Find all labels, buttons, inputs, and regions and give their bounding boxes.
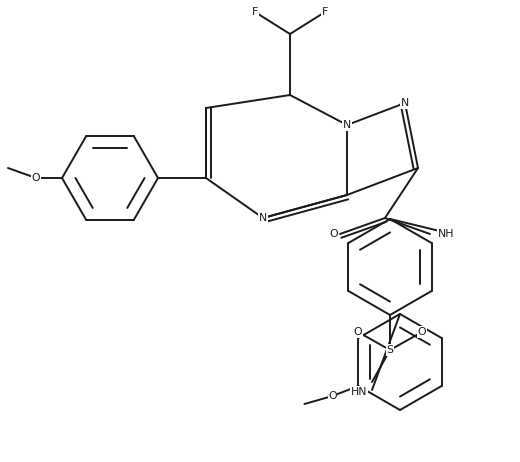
Text: F: F xyxy=(252,7,258,17)
Text: O: O xyxy=(354,327,362,337)
Text: NH: NH xyxy=(438,229,454,239)
Text: O: O xyxy=(330,229,339,239)
Text: N: N xyxy=(259,213,267,223)
Text: O: O xyxy=(32,173,41,183)
Text: HN: HN xyxy=(350,387,367,397)
Text: S: S xyxy=(386,345,394,355)
Text: N: N xyxy=(401,98,409,108)
Text: O: O xyxy=(328,391,337,401)
Text: F: F xyxy=(322,7,328,17)
Text: N: N xyxy=(343,120,351,130)
Text: O: O xyxy=(418,327,426,337)
